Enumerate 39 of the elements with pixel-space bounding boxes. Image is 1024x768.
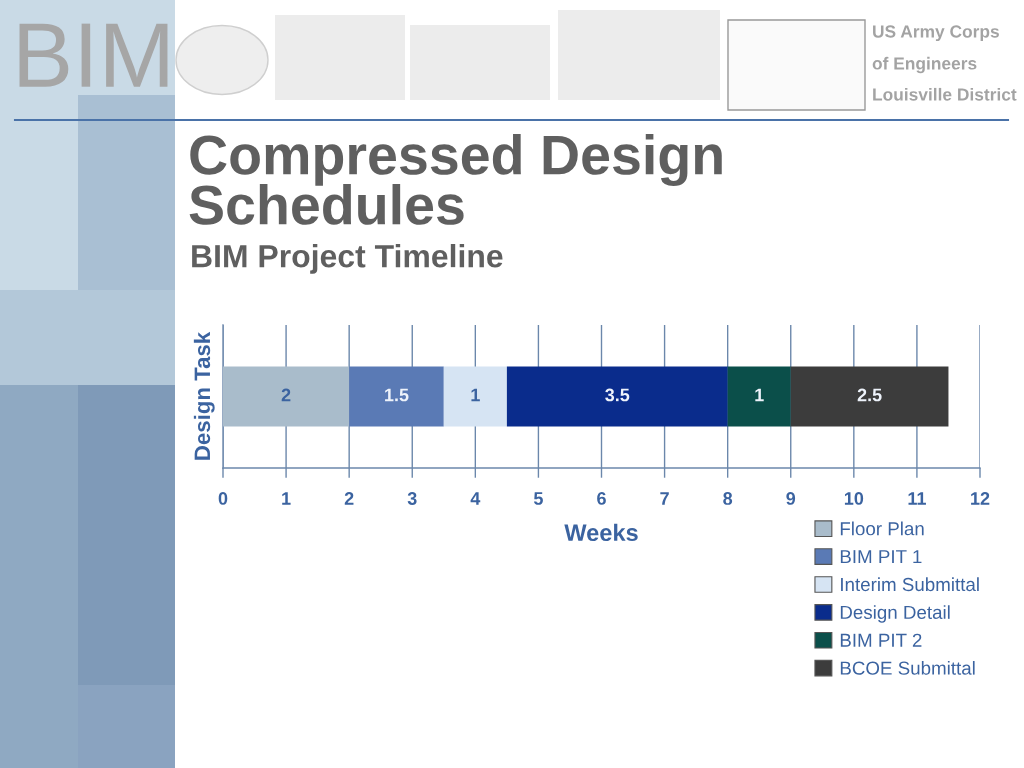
legend-label: BIM PIT 2 <box>840 633 922 647</box>
text: Louisville District <box>873 87 1017 101</box>
data-label: 1 <box>755 388 764 402</box>
bar <box>223 366 350 427</box>
x-tick-label: 2 <box>344 492 354 505</box>
x-tick-label: 12 <box>971 492 990 505</box>
data-label: 1 <box>471 388 480 402</box>
text: US Army Corps <box>873 25 999 42</box>
x-tick-label: 7 <box>660 492 669 505</box>
legend-label: Design Detail <box>840 605 950 623</box>
data-label: 1.5 <box>385 388 409 402</box>
x-axis-title: Weeks <box>564 523 638 542</box>
text: BIM <box>19 23 168 87</box>
x-tick-label: 11 <box>908 492 926 505</box>
bar <box>790 366 949 427</box>
y-axis-title: Design Task <box>193 331 215 460</box>
bar <box>506 366 728 427</box>
x-tick-label: 4 <box>470 492 481 505</box>
x-tick-label: 5 <box>533 492 543 505</box>
data-label: 2.5 <box>857 388 882 402</box>
text: of Engineers <box>872 56 977 74</box>
legend-label: Floor Plan <box>840 521 924 536</box>
x-tick-label: 1 <box>282 492 291 505</box>
x-tick-label: 6 <box>597 492 606 505</box>
chart-title: Compressed Design Schedules <box>189 134 722 225</box>
x-tick-label: 9 <box>786 492 796 505</box>
legend-label: BCOE Submittal <box>840 661 975 675</box>
legend-label: Interim Submittal <box>841 577 979 592</box>
x-tick-label: 0 <box>218 492 228 505</box>
legend-label: BIM PIT 1 <box>840 550 922 564</box>
data-label: 2 <box>281 388 291 402</box>
x-tick-label: 8 <box>723 492 733 505</box>
bar <box>443 366 507 427</box>
chart-subtitle: BIM Project Timeline <box>192 244 503 274</box>
data-label: 3.5 <box>605 388 630 402</box>
bar <box>349 366 444 427</box>
x-tick-label: 10 <box>844 492 864 505</box>
bar <box>727 366 791 427</box>
x-tick-label: 3 <box>407 492 417 505</box>
